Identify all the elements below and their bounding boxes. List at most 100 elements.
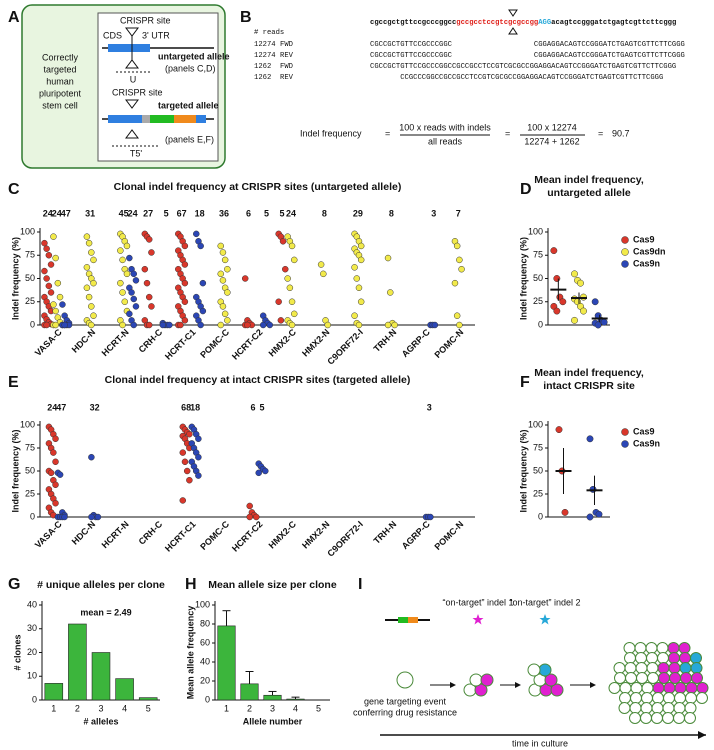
label: (panels C,D) <box>165 63 216 73</box>
dot <box>50 449 57 456</box>
cell <box>646 662 659 674</box>
bar <box>217 625 236 701</box>
read-dir: REV <box>280 52 294 60</box>
formula: = <box>385 128 390 138</box>
dot <box>90 279 97 287</box>
category-label: HCRT-N <box>100 519 131 550</box>
dot <box>50 233 57 240</box>
marker <box>150 115 174 123</box>
dot <box>317 261 325 268</box>
count-label: 31 <box>85 208 95 218</box>
dot <box>357 242 365 250</box>
cell <box>469 673 483 687</box>
cell <box>630 682 643 694</box>
annotation: mean = 2.49 <box>80 607 131 617</box>
count-label: 24 <box>286 208 296 218</box>
cell <box>662 702 675 714</box>
bar <box>115 678 134 701</box>
formula: 100 x 12274 <box>527 122 577 132</box>
dot <box>126 254 133 262</box>
dot <box>288 298 296 305</box>
bar <box>286 698 305 701</box>
y-tick-label: 100 <box>528 226 543 236</box>
dot <box>119 289 126 296</box>
panel-a: Correctly targeted human pluripotent ste… <box>21 4 230 169</box>
cell <box>663 682 676 694</box>
cell <box>635 662 648 674</box>
star <box>472 614 484 625</box>
dot <box>262 467 269 475</box>
cell <box>608 682 621 694</box>
cell <box>544 673 558 687</box>
dot <box>94 513 102 521</box>
dot <box>277 317 285 324</box>
y-tick-label: 50 <box>25 465 35 475</box>
panel-label: C <box>8 181 20 198</box>
dot <box>553 307 561 315</box>
legend-label: Cas9n <box>633 258 660 268</box>
dot <box>550 247 558 255</box>
dot <box>145 321 153 329</box>
count-label: 8 <box>322 208 327 218</box>
read-count: 1262 <box>254 74 271 82</box>
utr <box>196 115 206 123</box>
y-tick-label: 25 <box>533 296 543 306</box>
cell <box>696 692 708 704</box>
star <box>539 614 551 625</box>
dot <box>83 264 91 271</box>
cell <box>396 671 414 689</box>
y-axis-label: # clones <box>12 634 22 670</box>
y-tick-label: 50 <box>533 465 543 475</box>
dot <box>555 426 563 434</box>
dot <box>181 242 189 250</box>
read-seq: CGCCGCTGTTCCGCCCGGC CGGAGGACAGTCCGGGATCT… <box>370 52 685 60</box>
dot <box>246 513 253 521</box>
read-dir: FWD <box>280 41 293 49</box>
dot <box>355 284 363 292</box>
dot <box>179 497 187 504</box>
category-label: AGRP-C <box>400 519 433 552</box>
y-tick-label: 20 <box>200 675 210 685</box>
count-label: 67 <box>177 208 187 218</box>
y-axis-label: Indel frequency (%) <box>518 237 528 320</box>
dot <box>47 469 55 477</box>
dot <box>384 321 392 329</box>
y-tick-label: 75 <box>533 442 543 452</box>
formula: = <box>598 128 603 138</box>
dot <box>85 293 93 301</box>
category-label: C9ORF72-I <box>325 519 365 559</box>
dot <box>291 256 298 264</box>
y-tick-label: 25 <box>25 488 35 498</box>
y-tick-label: 0 <box>538 319 543 329</box>
dot <box>224 289 231 296</box>
cell <box>678 642 691 654</box>
dot <box>45 252 53 259</box>
cell <box>641 682 654 694</box>
chart-title: # unique alleles per clone <box>37 579 165 591</box>
formula: 100 x reads with indels <box>399 122 491 132</box>
bar <box>263 694 282 701</box>
dot <box>52 481 59 489</box>
dot <box>351 312 358 319</box>
dot <box>121 298 129 305</box>
y-tick-label: 10 <box>27 671 37 681</box>
bar <box>138 697 158 701</box>
category-label: POMC-N <box>432 519 465 552</box>
seq: acagtccgggatctgagtcgttcttcggg <box>551 19 676 27</box>
read-seq: CCGCCCGGCCGCCGCCTCCGTCGCGCCGGAGGACAGTCCG… <box>370 74 663 82</box>
cell <box>619 682 632 694</box>
dot <box>320 270 327 278</box>
dot <box>197 242 204 250</box>
panel-label: E <box>8 374 19 391</box>
dot <box>52 499 59 507</box>
dot <box>47 289 55 296</box>
cell <box>538 663 552 677</box>
cell <box>668 652 680 664</box>
dot <box>130 295 138 303</box>
seq-guide: gccgcctccgtcgcgccgg <box>456 19 538 27</box>
dot <box>88 249 95 256</box>
category-label: HMX2-C <box>267 327 299 359</box>
panel-label: B <box>240 9 252 26</box>
cell <box>651 702 664 714</box>
allele-box <box>97 12 219 162</box>
